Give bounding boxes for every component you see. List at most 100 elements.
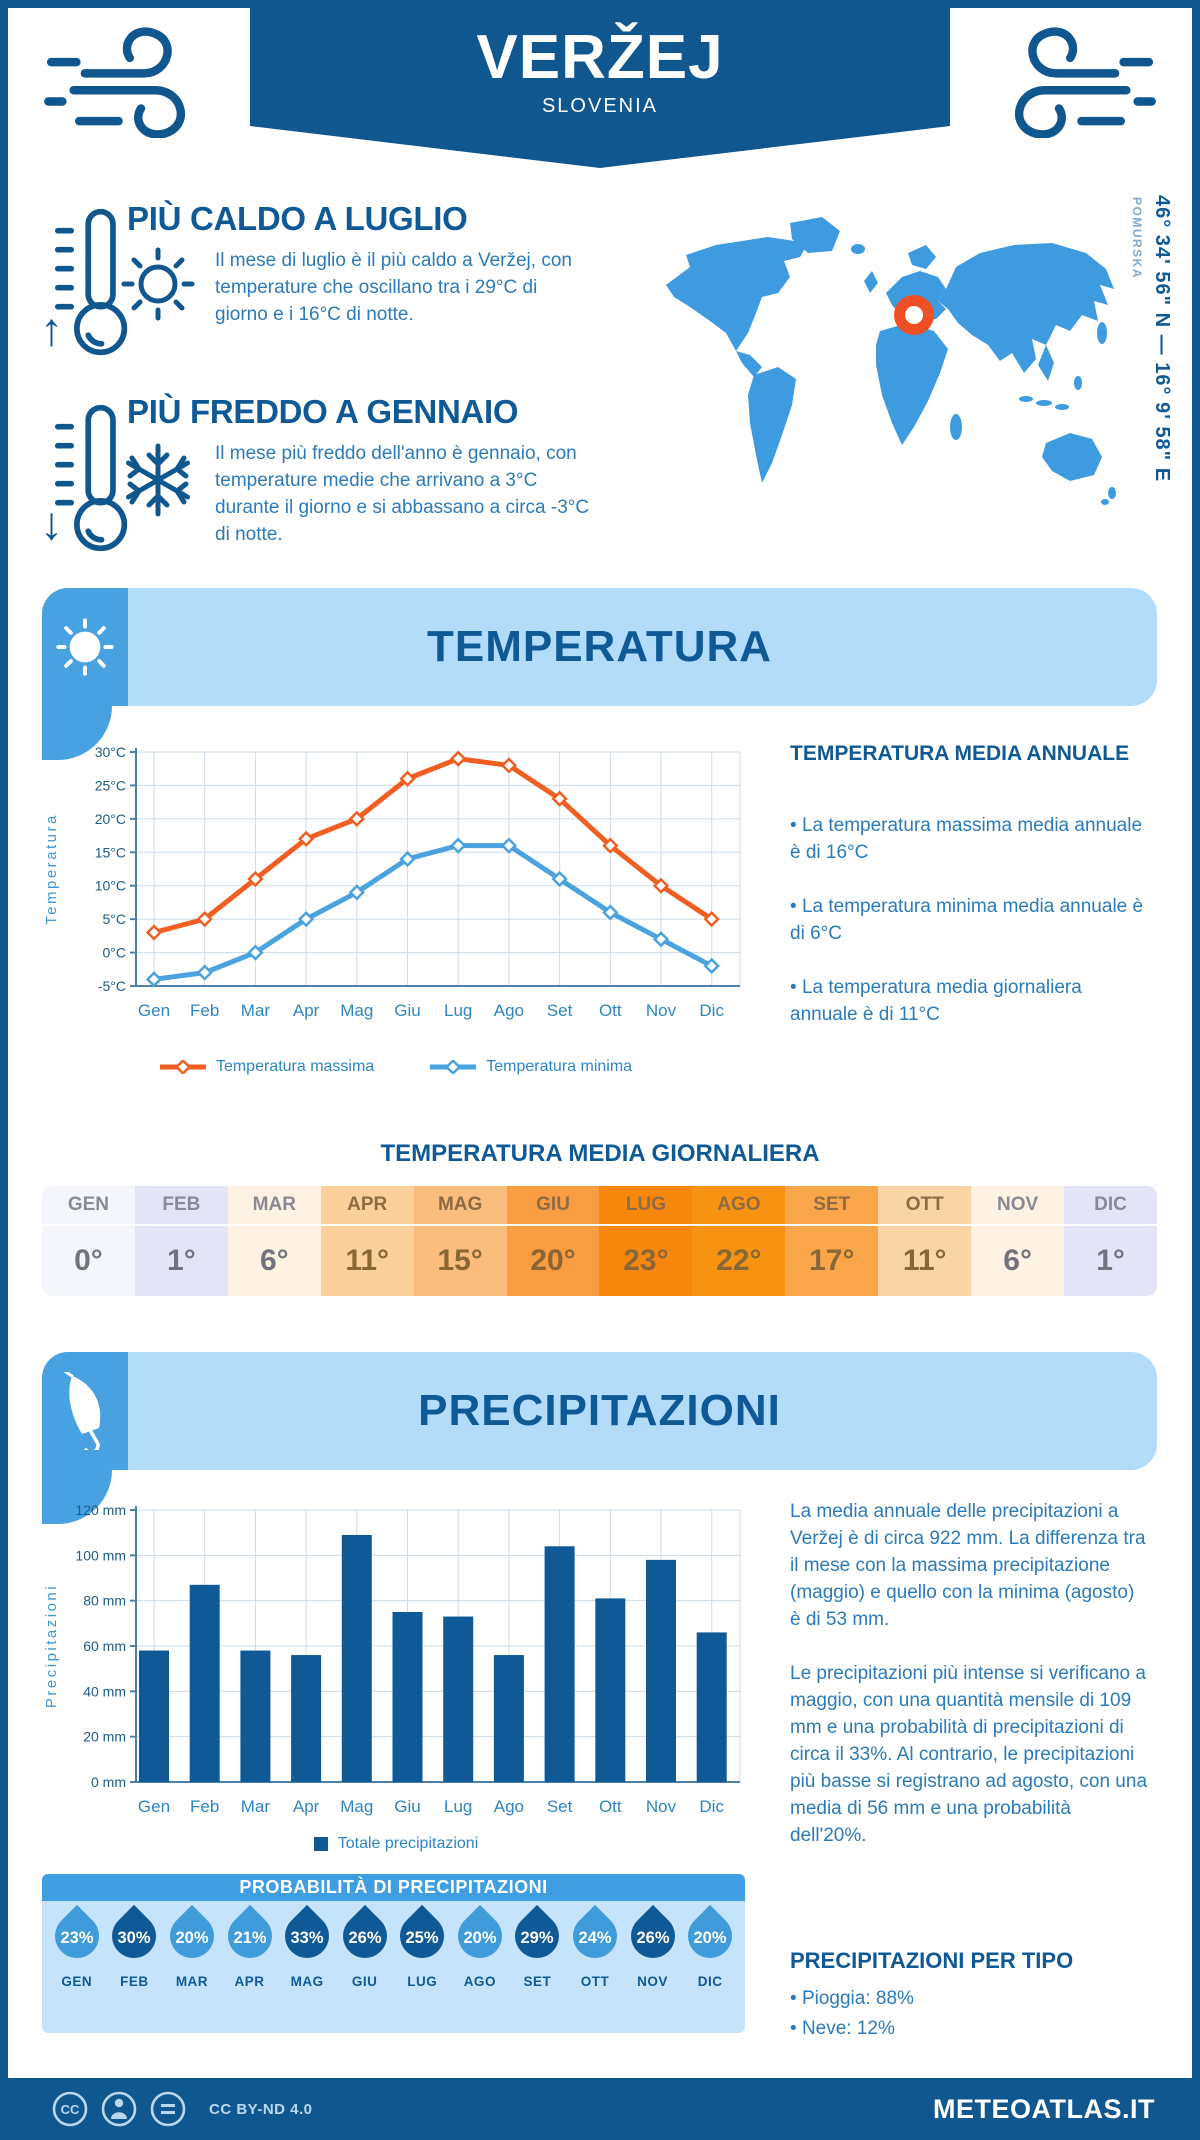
table-month-header: APR bbox=[320, 1186, 414, 1226]
precipitation-chart: 0 mm 20 mm 40 mm 60 mm 80 mm 100 mm 120 mm Gen F… bbox=[43, 1502, 741, 1816]
table-month-header: OTT bbox=[878, 1186, 972, 1226]
droplet-month: SET bbox=[523, 1974, 552, 1989]
svg-text:5°C: 5°C bbox=[103, 911, 127, 927]
table-month-header: SET bbox=[785, 1186, 879, 1226]
droplet-column: 25% LUG bbox=[391, 1901, 454, 2033]
site-logo: METEOATLAS.IT bbox=[933, 2093, 1155, 2124]
droplet-value: 20% bbox=[175, 1928, 209, 1947]
by-type-bullet: Neve: 12% bbox=[790, 2014, 1150, 2044]
svg-text:20 mm: 20 mm bbox=[83, 1729, 126, 1745]
cc-nd-icon bbox=[150, 2091, 186, 2127]
table-temperature-value: 6° bbox=[971, 1226, 1065, 1296]
precipitation-by-type-bullets: Pioggia: 88%Neve: 12% bbox=[790, 1984, 1150, 2044]
frame-right bbox=[1192, 0, 1200, 2140]
svg-text:Apr: Apr bbox=[293, 1797, 320, 1816]
svg-text:Gen: Gen bbox=[138, 1797, 170, 1816]
svg-text:20°C: 20°C bbox=[95, 811, 126, 827]
droplet-column: 33% MAG bbox=[275, 1901, 339, 2033]
annual-temperature-title: TEMPERATURA MEDIA ANNUALE bbox=[790, 742, 1130, 765]
annual-bullet: La temperatura minima media annuale è di… bbox=[790, 893, 1150, 947]
table-temperature-value: 11° bbox=[320, 1226, 414, 1296]
droplet-icon: 21% bbox=[218, 1904, 281, 1968]
svg-text:Giu: Giu bbox=[394, 1797, 420, 1816]
droplet-icon: 20% bbox=[160, 1904, 224, 1968]
legend-item: Temperatura minima bbox=[430, 1058, 632, 1076]
by-type-bullet: Pioggia: 88% bbox=[790, 1984, 1150, 2014]
coordinates-label: 46° 34' 56" N — 16° 9' 58" E bbox=[1151, 195, 1173, 483]
table-temperature-value: 0° bbox=[42, 1226, 135, 1296]
droplet-value: 26% bbox=[636, 1928, 670, 1947]
svg-text:60 mm: 60 mm bbox=[83, 1638, 126, 1654]
droplet-column: 26% GIU bbox=[333, 1901, 396, 2033]
svg-text:Mag: Mag bbox=[340, 1797, 373, 1816]
daily-table-title: TEMPERATURA MEDIA GIORNALIERA bbox=[380, 1140, 820, 1167]
droplet-column: 29% SET bbox=[506, 1901, 569, 2033]
droplet-icon: 20% bbox=[679, 1904, 742, 1968]
table-month-header: MAR bbox=[227, 1186, 321, 1226]
annual-bullet: La temperatura massima media annuale è d… bbox=[790, 812, 1150, 866]
coldest-text: Il mese più freddo dell'anno è gennaio, … bbox=[215, 443, 590, 545]
table-month-header: GIU bbox=[506, 1186, 600, 1226]
svg-text:Precipitazioni: Precipitazioni bbox=[43, 1584, 60, 1708]
svg-text:0°C: 0°C bbox=[103, 945, 127, 961]
precipitation-paragraphs: La media annuale delle precipitazioni a … bbox=[790, 1498, 1148, 1876]
droplet-month: OTT bbox=[580, 1974, 610, 1989]
droplet-icon: 29% bbox=[506, 1904, 569, 1968]
droplet-column: 30% FEB bbox=[103, 1901, 166, 2033]
thermometer-cold-icon bbox=[55, 404, 128, 552]
svg-text:-5°C: -5°C bbox=[98, 978, 126, 994]
svg-text:Ago: Ago bbox=[494, 1797, 524, 1816]
droplet-icon: 24% bbox=[563, 1904, 627, 1968]
page-title: VERŽEJ bbox=[476, 23, 724, 92]
svg-text:Dic: Dic bbox=[699, 1797, 724, 1816]
droplet-column: 26% NOV bbox=[621, 1901, 684, 2033]
svg-text:40 mm: 40 mm bbox=[83, 1683, 126, 1699]
svg-text:Nov: Nov bbox=[646, 1797, 677, 1816]
legend-item: Totale precipitazioni bbox=[313, 1835, 479, 1853]
svg-text:10°C: 10°C bbox=[95, 878, 126, 894]
svg-text:80 mm: 80 mm bbox=[83, 1593, 126, 1609]
probability-title: PROBABILITÀ DI PRECIPITAZIONI bbox=[42, 1874, 745, 1901]
droplet-month: MAR bbox=[175, 1974, 209, 1989]
svg-text:Ott: Ott bbox=[599, 1797, 622, 1816]
svg-text:Gen: Gen bbox=[138, 1001, 170, 1020]
precipitation-chart-legend: Totale precipitazioni bbox=[40, 1835, 752, 1853]
page-subtitle: SLOVENIA bbox=[541, 95, 659, 117]
droplet-month: FEB bbox=[120, 1974, 149, 1989]
svg-text:Feb: Feb bbox=[190, 1797, 219, 1816]
table-month-header: DIC bbox=[1064, 1186, 1157, 1226]
precipitation-section-title: PRECIPITAZIONI bbox=[418, 1386, 781, 1435]
svg-text:Giu: Giu bbox=[394, 1001, 420, 1020]
droplet-month: AGO bbox=[463, 1974, 496, 1989]
table-temperature-value: 22° bbox=[692, 1226, 786, 1296]
daily-temperature-table: GEN FEB MAR APR MAG GIU LUG AGO SET OTT NOV DIC 0° 1°… bbox=[42, 1186, 1157, 1296]
wind-icon-left bbox=[44, 27, 185, 138]
svg-text:Dic: Dic bbox=[699, 1001, 724, 1020]
thermometer-hot-icon bbox=[55, 208, 128, 356]
svg-text:Apr: Apr bbox=[293, 1001, 320, 1020]
droplet-month: DIC bbox=[697, 1974, 723, 1989]
table-month-header: MAG bbox=[413, 1186, 507, 1226]
droplet-icon: 33% bbox=[275, 1904, 339, 1968]
droplet-value: 30% bbox=[117, 1928, 151, 1947]
svg-text:CC: CC bbox=[61, 2102, 80, 2117]
droplet-value: 20% bbox=[693, 1928, 727, 1947]
table-temperature-value: 1° bbox=[1064, 1226, 1157, 1296]
svg-text:Mar: Mar bbox=[241, 1797, 271, 1816]
temperature-section-banner: TEMPERATURA bbox=[42, 588, 1157, 760]
temperature-chart: -5°C 0°C 5°C 10°C 15°C 20°C 25°C 30°C Gen Feb Mar A… bbox=[43, 744, 741, 1020]
table-temperature-value: 6° bbox=[227, 1226, 321, 1296]
temperature-banner-icon-box bbox=[42, 588, 128, 706]
precipitation-paragraph: Le precipitazioni più intense si verific… bbox=[790, 1663, 1148, 1846]
probability-droplets: 23% GEN 30% FEB 20% MAR 21% APR 33% MAG 26% GIU 25% L… bbox=[42, 1901, 745, 2033]
warmest-title: PIÙ CALDO A LUGLIO bbox=[127, 200, 468, 237]
cc-icon: CC bbox=[52, 2091, 88, 2127]
precipitation-banner-icon-box bbox=[42, 1352, 128, 1470]
svg-text:Ago: Ago bbox=[494, 1001, 524, 1020]
table-temperature-value: 1° bbox=[134, 1226, 228, 1296]
droplet-month: GEN bbox=[61, 1974, 93, 1989]
legend-label: Totale precipitazioni bbox=[337, 1835, 479, 1852]
droplet-value: 24% bbox=[578, 1928, 612, 1947]
snowflake-icon bbox=[126, 443, 190, 517]
